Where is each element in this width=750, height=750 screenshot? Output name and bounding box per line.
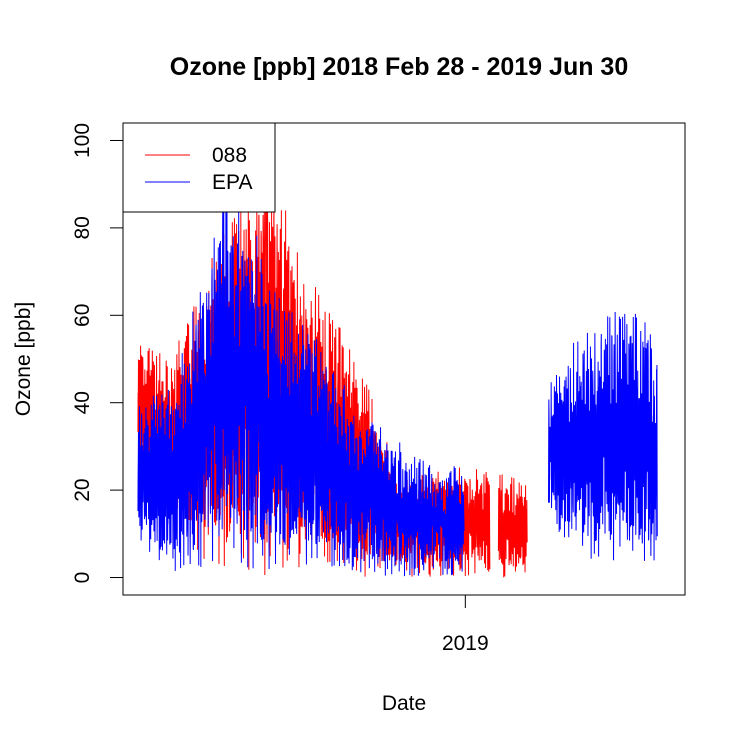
chart-title: Ozone [ppb] 2018 Feb 28 - 2019 Jun 30 (170, 53, 628, 81)
y-axis: 0 20 40 60 80 100 (71, 123, 124, 584)
x-axis-label: Date (382, 692, 426, 715)
series-line-epa (137, 200, 658, 577)
y-tick-label: 20 (71, 478, 94, 501)
x-tick-label: 2019 (442, 632, 489, 655)
legend-label-epa: EPA (212, 171, 252, 194)
legend: 088 EPA (122, 122, 276, 213)
legend-box (122, 122, 276, 213)
x-axis: 2019 (442, 595, 489, 655)
y-tick-label: 80 (71, 216, 94, 239)
legend-label-088: 088 (212, 144, 247, 167)
y-axis-label: Ozone [ppb] (12, 302, 35, 416)
y-tick-label: 40 (71, 391, 94, 414)
series-layer (137, 144, 658, 578)
y-tick-label: 100 (71, 123, 94, 158)
y-tick-label: 60 (71, 304, 94, 327)
y-tick-label: 0 (71, 572, 94, 584)
series-epa (137, 200, 658, 577)
